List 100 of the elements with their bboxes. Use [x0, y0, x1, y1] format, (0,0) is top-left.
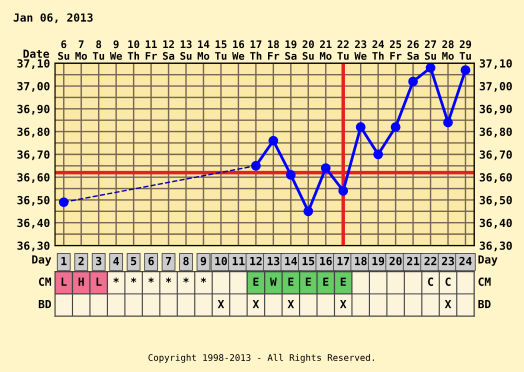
y-tick-label: 36,90 [17, 104, 50, 115]
x-tick-label: 3 [96, 256, 102, 266]
x-tick-label: 11 [232, 256, 245, 266]
point [338, 186, 348, 196]
x-tick-label: 13 Su [180, 40, 192, 60]
text: X [444, 300, 452, 308]
y2-tick-label: 36,40 [480, 218, 512, 229]
point [408, 76, 418, 86]
x-tick-label: 9 We [110, 40, 122, 60]
x-tick-label: 16 We [232, 40, 244, 60]
x-tick-label: 14 Mo [198, 40, 210, 60]
x-tick-label: 9 [200, 256, 206, 266]
y-tick-label: CM [38, 278, 52, 286]
x-tick-label: 15 Tu [215, 40, 227, 60]
point [426, 63, 436, 73]
x-axis-title: Day [32, 255, 52, 266]
x-tick-label: 4 [113, 256, 119, 266]
x-tick-label: 6 Su [58, 40, 70, 60]
y-tick-label: 36,40 [17, 218, 50, 229]
text: E [253, 278, 258, 286]
point [320, 163, 331, 173]
point [356, 122, 366, 132]
x-tick-label: 22 Tu [337, 40, 349, 60]
y2-tick-label: 36,30 [480, 241, 512, 252]
y-tick-label: 36,60 [17, 173, 50, 183]
x-tick-label: 23 We [354, 40, 367, 60]
x-tick-label: 24 Th [372, 40, 384, 60]
x-tick-label: 20 Su [302, 40, 314, 60]
y2-tick-label: 36,50 [480, 196, 512, 206]
x-tick-label: 1 [61, 256, 67, 266]
text: Day [478, 255, 498, 266]
x-tick-label: 15 [302, 256, 314, 266]
text: W [270, 278, 277, 286]
x-tick-label: 18 [355, 256, 367, 266]
x-tick-label: 10 Th [128, 40, 140, 60]
x-tick-label: 12 [250, 256, 262, 266]
x-tick-label: 17 Th [250, 40, 262, 60]
x-tick-label: 24 [459, 256, 472, 266]
text: * [166, 278, 172, 283]
point [286, 170, 296, 180]
y2-tick-label: 36,90 [480, 104, 512, 115]
x-tick-label: 19 Sa [285, 40, 296, 60]
x-tick-label: 8 Tu [92, 40, 104, 60]
x-tick-label: 2 [78, 256, 84, 266]
x-tick-label: 22 [424, 256, 436, 266]
y2-tick-label: 37,00 [480, 82, 512, 92]
text: X [340, 300, 346, 308]
x-tick-label: 16 [320, 256, 332, 266]
x-tick-label: 6 [148, 256, 154, 266]
text: E [323, 278, 328, 286]
text: * [183, 278, 189, 283]
y-tick-label: 36,70 [17, 150, 50, 160]
text: X [288, 300, 294, 308]
x-tick-label: 29 Tu [460, 40, 472, 60]
x-tick-label: 23 [442, 256, 454, 266]
text: Copyright 1998-2013 - All Rights Reserved. [148, 354, 374, 363]
y-tick-label: 37,00 [17, 82, 50, 92]
y2-tick-label: 36,80 [480, 128, 512, 138]
x-tick-label: 7 Mo [75, 40, 87, 60]
text: H [78, 278, 84, 286]
x-tick-label: 5 [131, 256, 136, 266]
text: * [130, 278, 136, 283]
x-tick-label: 28 Mo [442, 40, 454, 60]
text: X [218, 300, 224, 308]
x-tick-label: 7 [166, 256, 172, 266]
text: C [446, 278, 451, 286]
y-tick-label: 36,50 [17, 196, 50, 206]
point [303, 206, 314, 216]
text: E [288, 278, 294, 286]
x-tick-label: 26 Sa [407, 40, 419, 60]
chart-title: Jan 06, 2013 [14, 13, 93, 24]
text: * [200, 278, 206, 283]
y-tick-label: 36,30 [17, 241, 50, 252]
text: L [96, 278, 102, 286]
point [390, 122, 400, 132]
text: L [62, 278, 67, 286]
x-tick-label: 25 Fr [390, 40, 402, 60]
text: * [148, 278, 154, 283]
x-axis-title: Date [24, 50, 50, 58]
x-tick-label: 17 [338, 256, 350, 266]
x-tick-label: 21 [407, 256, 420, 266]
y2-tick-label: 37,10 [480, 59, 512, 70]
text: * [113, 278, 119, 283]
text: E [306, 278, 311, 286]
point [443, 118, 453, 128]
x-tick-label: 18 Fr [268, 40, 280, 60]
y-tick-label: BD [38, 300, 52, 308]
point [373, 150, 384, 160]
y2-tick-label: 36,60 [480, 173, 512, 183]
y2-tick-label: 36,70 [480, 150, 512, 160]
text: E [340, 278, 346, 286]
point [268, 136, 278, 146]
x-tick-label: 13 [268, 256, 280, 266]
x-tick-label: 8 [183, 256, 189, 266]
x-tick-label: 20 [390, 256, 402, 266]
y-tick-label: 36,80 [17, 128, 50, 138]
text: C [428, 278, 434, 286]
x-tick-label: 14 [285, 256, 298, 266]
x-tick-label: 10 [215, 256, 227, 266]
y2-tick-label: CM [478, 278, 491, 286]
